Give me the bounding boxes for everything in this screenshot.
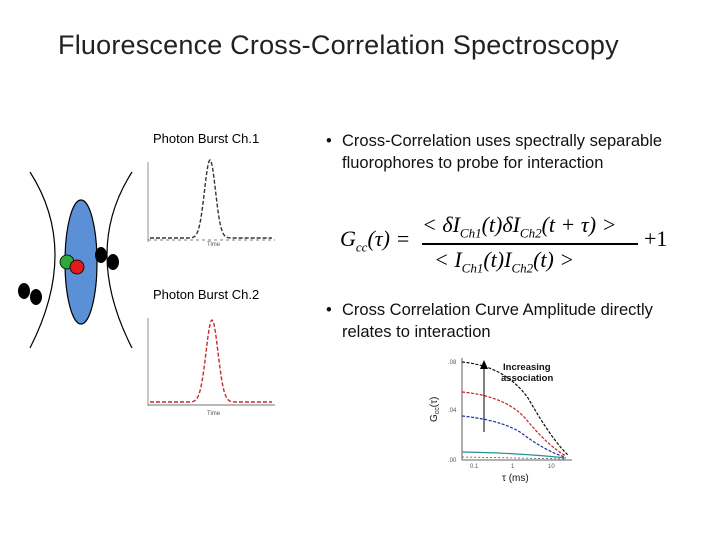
- photon-burst-ch2-label: Photon Burst Ch.2: [153, 287, 260, 302]
- formula-plus-one: +1: [644, 226, 668, 251]
- bullet-dot: •: [326, 301, 332, 319]
- red-fluorophore: [69, 259, 85, 275]
- graph-xlabel: τ (ms): [502, 473, 529, 484]
- ytick-bot: .00: [448, 458, 457, 464]
- curve-baseline: [461, 456, 567, 460]
- ch1-burst-curve: [150, 158, 272, 239]
- black-molecule: [95, 247, 107, 263]
- fraction-bar: [422, 243, 638, 245]
- formula-numerator: < δICh1(t)δICh2(t + τ) >: [422, 212, 617, 241]
- ytick-top: .08: [448, 360, 457, 366]
- annotation-line2: association: [501, 373, 553, 384]
- graph-ylabel: Gcc(τ): [429, 397, 441, 422]
- xtick-1: 0.1: [470, 464, 479, 470]
- ytick-mid: .04: [448, 408, 457, 414]
- bullet-text: Cross-Correlation uses spectrally separa…: [342, 132, 663, 172]
- bullet-cross-correlation: • Cross-Correlation uses spectrally sepa…: [326, 130, 682, 174]
- beam-left-outline: [29, 171, 56, 349]
- curve-blue: [461, 415, 566, 458]
- formula-lhs: Gcc(τ) =: [340, 226, 411, 255]
- bullet-amplitude: • Cross Correlation Curve Amplitude dire…: [326, 299, 682, 343]
- black-molecule: [18, 283, 30, 299]
- increasing-arrow-head-icon: [480, 360, 488, 369]
- curve-teal: [461, 451, 567, 459]
- cross-correlation-graph: .08 .04 .00 0.1 1 10 τ (ms) Gcc(τ) Incre…: [429, 358, 572, 484]
- ch2-burst-curve: [150, 318, 272, 403]
- xtick-3: 10: [548, 464, 555, 470]
- black-molecule: [30, 289, 42, 305]
- photon-burst-ch2-plot: Time: [147, 318, 275, 417]
- photon-burst-ch1-plot: Time: [147, 158, 275, 248]
- curve-red: [461, 391, 567, 457]
- annotation-line1: Increasing: [503, 362, 551, 373]
- black-molecule: [107, 254, 119, 270]
- bullet-dot: •: [326, 132, 332, 150]
- ch1-time-label: Time: [207, 242, 221, 248]
- formula-denominator: < ICh1(t)ICh2(t) >: [434, 247, 575, 276]
- focal-volume-diagram: [18, 171, 133, 349]
- photon-burst-ch1-label: Photon Burst Ch.1: [153, 131, 260, 146]
- slide-title: Fluorescence Cross-Correlation Spectrosc…: [58, 30, 619, 60]
- bullet-text: Cross Correlation Curve Amplitude direct…: [342, 301, 653, 341]
- xtick-2: 1: [511, 464, 515, 470]
- ch2-time-label: Time: [207, 411, 221, 417]
